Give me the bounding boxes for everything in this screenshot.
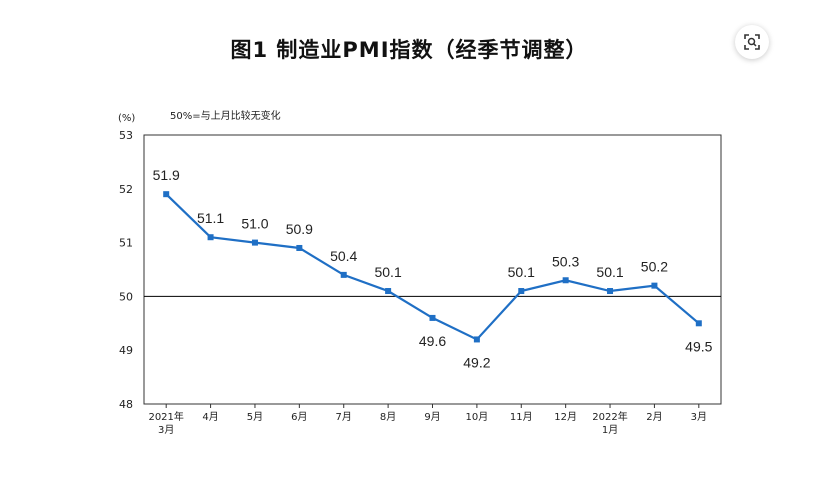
data-point xyxy=(518,288,525,295)
x-tick-label: 12月 xyxy=(554,411,577,423)
data-label: 51.0 xyxy=(241,216,268,232)
data-labels: 51.9 51.1 51.0 50.9 50.4 50.1 49.6 49.2 50.1 50.3… xyxy=(153,167,713,370)
chart-title: 图1 制造业PMI指数（经季节调整） xyxy=(230,38,588,62)
x-tick-label: 2021年 3月 xyxy=(148,410,183,436)
x-tick-label: 3月 xyxy=(691,411,707,423)
y-tick-label: 52 xyxy=(119,183,133,196)
x-tick-label: 6月 xyxy=(291,411,307,423)
data-label: 51.1 xyxy=(197,210,224,226)
data-point xyxy=(163,191,170,198)
data-label: 49.5 xyxy=(685,338,712,354)
chart-note: 50%=与上月比较无变化 xyxy=(170,109,281,122)
y-tick-label: 49 xyxy=(119,344,133,357)
data-label: 50.4 xyxy=(330,248,357,264)
x-tick-label: 2022年 1月 xyxy=(592,410,627,436)
data-label: 50.9 xyxy=(286,221,313,237)
data-label: 51.9 xyxy=(153,167,180,183)
x-tick-label: 4月 xyxy=(202,411,218,423)
data-point xyxy=(695,320,702,327)
data-point xyxy=(296,244,303,251)
data-markers xyxy=(163,191,702,343)
x-tick-label: 5月 xyxy=(247,411,263,423)
y-tick-label: 51 xyxy=(119,237,133,250)
x-tick-label: 10月 xyxy=(466,411,489,423)
data-point xyxy=(385,288,392,295)
y-tick-label: 53 xyxy=(119,129,133,142)
x-tick-label: 7月 xyxy=(336,411,352,423)
data-point xyxy=(429,314,436,321)
x-tick-label: 8月 xyxy=(380,411,396,423)
scan-button[interactable] xyxy=(735,25,769,59)
data-point xyxy=(473,336,480,343)
data-point xyxy=(607,288,614,295)
y-tick-label: 50 xyxy=(119,290,133,303)
data-label: 50.1 xyxy=(596,264,623,280)
data-label: 50.1 xyxy=(374,264,401,280)
data-label: 50.2 xyxy=(641,259,668,275)
y-axis-unit: (%) xyxy=(118,113,135,124)
data-point xyxy=(651,282,658,289)
scan-icon xyxy=(744,34,760,50)
x-tick-label: 2月 xyxy=(646,411,662,423)
x-tick-label: 9月 xyxy=(424,411,440,423)
data-label: 49.2 xyxy=(463,354,490,370)
data-point xyxy=(251,239,258,246)
data-point xyxy=(562,277,569,284)
plot-area xyxy=(143,134,722,405)
y-axis: 48 49 50 51 52 53 xyxy=(119,129,133,411)
data-point xyxy=(340,271,347,278)
x-axis: 2021年 3月 4月 5月 6月 7月 8月 9月 10月 11月 12月 2022年 1月 2月 3月 xyxy=(148,404,707,436)
data-label: 49.6 xyxy=(419,333,446,349)
data-point xyxy=(207,234,214,241)
data-label: 50.3 xyxy=(552,253,579,269)
y-tick-label: 48 xyxy=(119,398,133,411)
data-label: 50.1 xyxy=(508,264,535,280)
x-tick-label: 11月 xyxy=(510,411,533,423)
